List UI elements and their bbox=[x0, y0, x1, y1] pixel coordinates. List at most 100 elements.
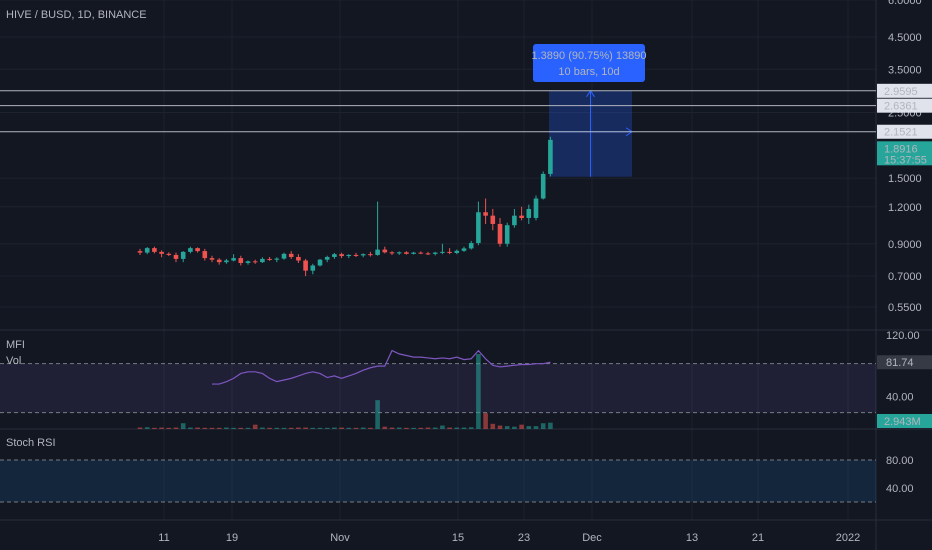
price-line-label: 2.6361 bbox=[884, 101, 918, 113]
candle-body bbox=[440, 251, 445, 253]
volume-bar bbox=[512, 426, 517, 429]
volume-bar bbox=[404, 427, 409, 429]
candle-body bbox=[490, 215, 496, 224]
volume-bar bbox=[375, 400, 380, 429]
mfi-tick-label: 120.00 bbox=[886, 330, 920, 342]
volume-bar bbox=[353, 427, 359, 429]
candle-body bbox=[368, 254, 373, 256]
time-tick-label: 15 bbox=[452, 532, 464, 544]
candle-body bbox=[303, 260, 308, 271]
candle-body bbox=[310, 265, 316, 271]
volume-bar bbox=[152, 427, 157, 429]
volume-bar bbox=[188, 427, 193, 429]
candle-body bbox=[317, 259, 323, 266]
price-line-label-bg bbox=[877, 98, 932, 113]
volume-bar bbox=[288, 427, 294, 429]
time-tick-label: 21 bbox=[752, 532, 764, 544]
candle-body bbox=[360, 254, 366, 256]
candle-body bbox=[224, 260, 229, 263]
candle-body bbox=[396, 252, 402, 254]
candle-body bbox=[159, 251, 164, 254]
volume-bar bbox=[396, 427, 402, 429]
volume-bar bbox=[418, 427, 424, 429]
volume-bar bbox=[432, 427, 438, 429]
candle-body bbox=[533, 198, 539, 218]
candle-body bbox=[173, 254, 179, 259]
candle-body bbox=[512, 215, 517, 226]
candle-body bbox=[296, 256, 301, 261]
mfi-title: MFI bbox=[6, 339, 25, 351]
volume-bar bbox=[389, 427, 395, 429]
volume-bar bbox=[216, 427, 222, 429]
volume-bar bbox=[533, 426, 539, 429]
candle-body bbox=[332, 254, 337, 257]
volume-bar bbox=[224, 427, 229, 429]
candle-body bbox=[209, 258, 215, 260]
candle-body bbox=[382, 249, 388, 253]
volume-bar bbox=[526, 426, 532, 429]
time-tick-label: 2022 bbox=[836, 532, 860, 544]
stoch-tick-label: 80.00 bbox=[886, 455, 914, 467]
candle-body bbox=[166, 253, 172, 255]
candle-body bbox=[526, 208, 532, 218]
candle-body bbox=[324, 256, 330, 260]
volume-bar bbox=[324, 427, 330, 429]
volume-bar bbox=[468, 427, 474, 429]
volume-bar bbox=[346, 427, 352, 429]
price-line-label-bg bbox=[877, 124, 932, 139]
candle-body bbox=[288, 253, 294, 257]
candle-body bbox=[476, 212, 481, 244]
volume-bar bbox=[339, 427, 344, 429]
volume-bar bbox=[166, 427, 172, 429]
candle-body bbox=[389, 252, 395, 254]
volume-bar bbox=[173, 427, 179, 429]
price-tick-label: 0.5500 bbox=[888, 302, 922, 314]
candle-body bbox=[404, 252, 409, 254]
candle-body bbox=[274, 258, 280, 260]
volume-bar bbox=[303, 427, 308, 429]
volume-bar bbox=[252, 424, 258, 429]
candle-body bbox=[375, 249, 380, 255]
volume-bar bbox=[245, 427, 251, 429]
volume-bar bbox=[310, 427, 316, 429]
price-tick-label: 0.7000 bbox=[888, 271, 922, 283]
volume-bar bbox=[274, 427, 280, 429]
volume-bar bbox=[447, 427, 452, 429]
candle-body bbox=[339, 254, 344, 257]
candle-body bbox=[346, 254, 352, 257]
candle-body bbox=[137, 251, 143, 253]
volume-bar bbox=[260, 427, 265, 429]
time-tick-label: 11 bbox=[158, 532, 169, 544]
candle-body bbox=[180, 251, 186, 259]
volume-bar bbox=[540, 423, 546, 429]
candle-body bbox=[231, 258, 236, 261]
time-tick-label: Dec bbox=[582, 532, 602, 544]
candle-body bbox=[548, 139, 553, 174]
candle-body bbox=[540, 173, 546, 199]
mfi-value-label-bg bbox=[877, 355, 932, 370]
mfi-band bbox=[0, 363, 876, 413]
volume-bar bbox=[440, 425, 445, 429]
bar-countdown-label: 15:37:55 bbox=[884, 154, 927, 166]
volume-bar bbox=[231, 427, 236, 429]
time-tick-label: 13 bbox=[686, 532, 698, 544]
last-price-label: 1.8916 bbox=[884, 143, 918, 155]
candle-body bbox=[252, 261, 258, 263]
volume-bar bbox=[483, 413, 488, 429]
volume-bar bbox=[411, 427, 416, 429]
volume-bar bbox=[425, 427, 431, 429]
price-line-label: 2.9595 bbox=[884, 86, 918, 98]
volume-bar bbox=[476, 354, 481, 429]
volume-bar bbox=[548, 422, 553, 429]
candle-body bbox=[144, 248, 150, 253]
volume-bar bbox=[144, 427, 150, 429]
candle-body bbox=[418, 252, 424, 254]
time-tick-label: 19 bbox=[226, 532, 238, 544]
volume-bar bbox=[296, 427, 301, 429]
candle-body bbox=[454, 250, 460, 253]
price-tick-label: 1.2000 bbox=[888, 202, 922, 214]
candle-body bbox=[281, 253, 287, 259]
